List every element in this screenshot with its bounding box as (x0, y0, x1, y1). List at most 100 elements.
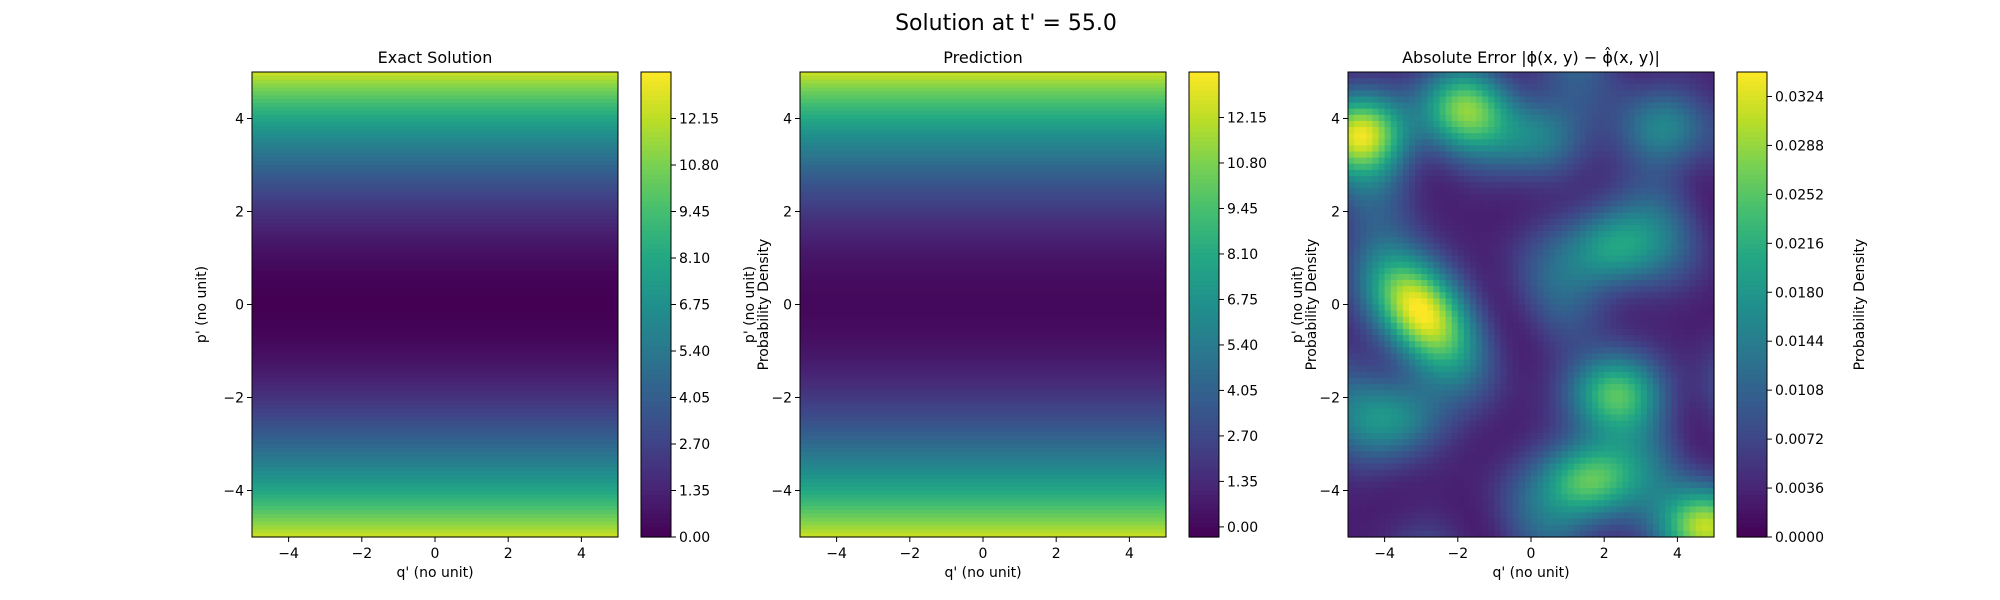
heatmap-cell (1366, 414, 1373, 422)
heatmap-cell (1561, 500, 1569, 508)
colorbar-segment (1189, 141, 1219, 147)
heatmap-cell (1677, 90, 1685, 98)
heatmap-cell (1506, 347, 1514, 355)
heatmap-cell (1592, 151, 1599, 159)
heatmap-cell (1610, 384, 1617, 391)
heatmap-cell (1677, 488, 1685, 495)
heatmap-cell (1549, 475, 1556, 483)
heatmap-cell (1372, 157, 1380, 165)
heatmap-cell (1421, 176, 1428, 183)
heatmap-cell (1384, 133, 1392, 140)
heatmap-cell (1463, 310, 1471, 318)
heatmap-cell (1561, 347, 1569, 355)
heatmap-cell (1470, 390, 1477, 397)
heatmap-cell (1451, 151, 1459, 159)
heatmap-cell (1512, 224, 1520, 232)
heatmap-cell (1689, 463, 1697, 471)
heatmap-cell (1427, 488, 1434, 495)
heatmap-row (800, 250, 1166, 255)
heatmap-cell (1463, 408, 1471, 416)
heatmap-cell (1616, 408, 1624, 416)
heatmap-cell (1616, 157, 1624, 165)
heatmap-cell (1445, 127, 1453, 134)
heatmap-cell (1701, 78, 1709, 85)
heatmap-cell (1610, 396, 1617, 403)
heatmap-cell (1646, 445, 1654, 452)
heatmap-cell (1701, 322, 1709, 330)
heatmap-cell (1640, 432, 1648, 440)
heatmap-cell (1671, 273, 1678, 281)
heatmap-row (800, 331, 1166, 337)
heatmap-row (800, 238, 1166, 244)
heatmap-cell (1683, 206, 1691, 214)
heatmap-cell (1439, 512, 1447, 520)
heatmap-cell (1634, 420, 1642, 428)
heatmap-cell (1421, 481, 1428, 489)
heatmap-cell (1396, 500, 1404, 508)
heatmap-cell (1451, 304, 1459, 312)
heatmap-cell (1604, 231, 1611, 238)
heatmap-cell (1616, 249, 1624, 257)
heatmap-cell (1445, 139, 1453, 147)
heatmap-cell (1537, 78, 1544, 85)
heatmap-cell (1549, 127, 1556, 134)
heatmap-cell (1457, 481, 1465, 489)
heatmap-cell (1421, 524, 1428, 532)
heatmap-row (252, 223, 618, 228)
heatmap-cell (1646, 200, 1654, 208)
heatmap-cell (1634, 445, 1642, 452)
heatmap-cell (1348, 512, 1355, 520)
heatmap-cell (1567, 328, 1575, 336)
heatmap-cell (1488, 365, 1495, 373)
heatmap-cell (1396, 133, 1404, 140)
heatmap-cell (1561, 371, 1569, 379)
heatmap-cell (1567, 273, 1575, 281)
heatmap-cell (1640, 127, 1648, 134)
heatmap-cell (1543, 273, 1550, 281)
heatmap-cell (1549, 365, 1556, 373)
heatmap-row (252, 172, 618, 178)
heatmap-cell (1427, 347, 1434, 355)
heatmap-cell (1354, 298, 1361, 306)
heatmap-cell (1628, 84, 1636, 91)
colorbar-tick-label: 12.15 (1227, 110, 1267, 126)
heatmap-cell (1689, 273, 1697, 281)
colorbar-segment (641, 99, 671, 106)
heatmap-cell (1683, 408, 1691, 416)
heatmap-cell (1653, 451, 1660, 459)
heatmap-cell (1463, 445, 1471, 452)
heatmap-cell (1390, 188, 1398, 195)
heatmap-cell (1585, 439, 1593, 446)
heatmap-cell (1695, 469, 1703, 477)
heatmap-cell (1555, 139, 1563, 147)
heatmap-cell (1598, 457, 1605, 465)
heatmap-cell (1470, 426, 1477, 434)
heatmap-cell (1390, 212, 1398, 220)
heatmap-cell (1640, 457, 1648, 465)
heatmap-row (800, 323, 1166, 329)
heatmap-cell (1433, 127, 1441, 134)
heatmap-cell (1665, 286, 1672, 293)
heatmap-cell (1707, 439, 1715, 446)
heatmap-cell (1549, 218, 1556, 226)
heatmap-cell (1616, 439, 1624, 446)
heatmap-cell (1659, 267, 1666, 275)
heatmap-cell (1555, 445, 1563, 452)
heatmap-cell (1366, 90, 1373, 98)
heatmap-cell (1555, 157, 1563, 165)
heatmap-cell (1573, 255, 1581, 263)
heatmap-cell (1640, 176, 1648, 183)
heatmap-cell (1512, 96, 1520, 104)
heatmap-cell (1701, 194, 1709, 202)
heatmap-cell (1439, 488, 1447, 495)
colorbar-segment (1189, 397, 1219, 403)
heatmap-cell (1634, 500, 1642, 508)
heatmap-row (800, 126, 1166, 131)
heatmap-cell (1543, 139, 1550, 147)
heatmap-cell (1494, 426, 1502, 434)
heatmap-cell (1372, 371, 1380, 379)
heatmap-row (800, 207, 1166, 213)
heatmap-cell (1622, 457, 1630, 465)
heatmap-cell (1555, 390, 1563, 397)
heatmap-cell (1585, 243, 1593, 251)
